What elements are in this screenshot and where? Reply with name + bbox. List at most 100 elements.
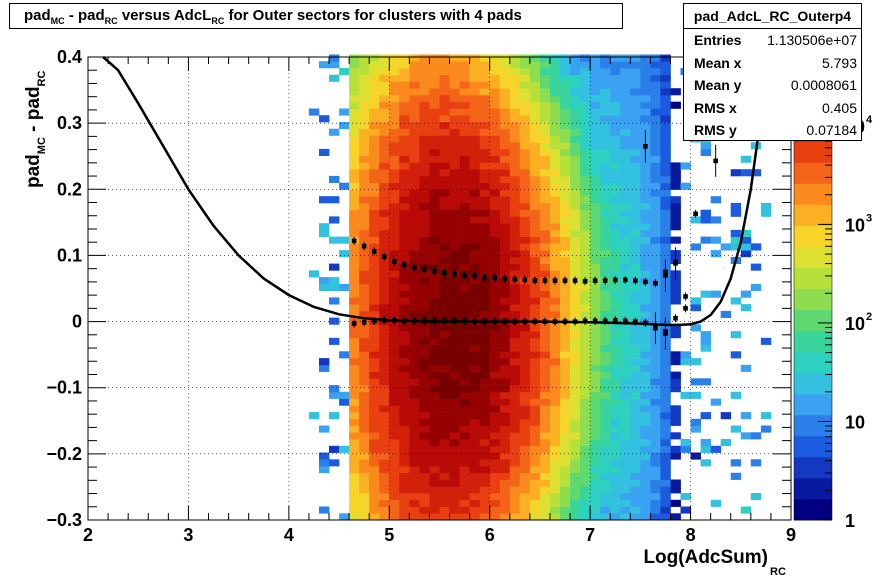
heatmap-cell — [399, 175, 410, 183]
palette-swatch — [794, 204, 832, 226]
heatmap-cell — [329, 128, 340, 136]
heatmap-cell — [439, 337, 450, 345]
heatmap-cell — [519, 324, 531, 332]
heatmap-cell — [570, 256, 581, 264]
heatmap-cell — [419, 128, 430, 136]
heatmap-cell — [670, 236, 681, 244]
heatmap-cell — [369, 81, 380, 89]
heatmap-cell — [640, 466, 651, 474]
heatmap-cell — [429, 499, 440, 507]
heatmap-cell — [539, 250, 551, 258]
heatmap-cell — [429, 148, 440, 156]
heatmap-cell — [479, 122, 491, 130]
center-profile-point — [452, 318, 457, 324]
heatmap-cell — [479, 371, 491, 379]
heatmap-cell — [660, 216, 671, 224]
fit-curve-line — [102, 56, 768, 327]
heatmap-cell — [560, 371, 571, 379]
heatmap-cell — [449, 304, 460, 312]
heatmap-cell — [550, 466, 561, 474]
heatmap-cell — [509, 175, 521, 183]
heatmap-cell — [449, 115, 460, 123]
heatmap-cell — [640, 290, 651, 298]
heatmap-cell — [730, 236, 742, 244]
heatmap-cell — [419, 196, 430, 204]
heatmap-cell — [439, 439, 450, 447]
heatmap-cell — [429, 445, 440, 453]
stats-label: Mean x — [694, 54, 742, 71]
heatmap-cell — [580, 175, 591, 183]
heatmap-cell — [650, 439, 661, 447]
x-tick-label: 5 — [384, 525, 394, 545]
heatmap-cell — [379, 445, 390, 453]
heatmap-cell — [650, 68, 661, 76]
heatmap-cell — [439, 155, 450, 163]
heatmap-cell — [379, 243, 390, 251]
heatmap-cell — [499, 74, 511, 82]
heatmap-cell — [570, 196, 581, 204]
heatmap-cell — [600, 297, 611, 305]
heatmap-cell — [449, 378, 460, 386]
heatmap-cell — [600, 250, 611, 258]
heatmap-cell — [600, 466, 611, 474]
heatmap-cell — [359, 297, 370, 305]
heatmap-cell — [409, 391, 420, 399]
heatmap-cell — [409, 95, 420, 103]
heatmap-cell — [429, 189, 440, 197]
heatmap-cell — [489, 61, 501, 69]
heatmap-cell — [449, 506, 460, 514]
heatmap-cell — [379, 74, 390, 82]
heatmap-cell — [349, 283, 360, 291]
heatmap-cell — [539, 169, 551, 177]
heatmap-cell — [379, 95, 390, 103]
heatmap-cell — [308, 270, 320, 278]
heatmap-cell — [479, 499, 491, 507]
heatmap-cell — [640, 432, 651, 440]
heatmap-cell — [469, 256, 480, 264]
heatmap-cell — [670, 223, 681, 231]
heatmap-cell — [379, 344, 390, 352]
heatmap-cell — [519, 189, 531, 197]
heatmap-cell — [630, 263, 641, 271]
heatmap-cell — [389, 418, 400, 426]
heatmap-cell — [469, 310, 480, 318]
heatmap-cell — [379, 378, 390, 386]
heatmap-cell — [640, 385, 651, 393]
heatmap-cell — [670, 162, 681, 170]
heatmap-cell — [660, 513, 671, 521]
heatmap-cell — [670, 499, 681, 507]
heatmap-cell — [429, 337, 440, 345]
heatmap-cell — [359, 344, 370, 352]
heatmap-cell — [459, 68, 470, 76]
heatmap-cell — [630, 499, 641, 507]
heatmap-cell — [509, 148, 521, 156]
heatmap-cell — [610, 122, 621, 130]
heatmap-cell — [469, 135, 480, 143]
heatmap-cell — [429, 493, 440, 501]
heatmap-cell — [750, 432, 762, 440]
heatmap-cell — [550, 135, 561, 143]
heatmap-cell — [519, 310, 531, 318]
heatmap-cell — [399, 236, 410, 244]
heatmap-cell — [670, 202, 681, 210]
heatmap-cell — [570, 378, 581, 386]
heatmap-cell — [570, 236, 581, 244]
heatmap-cell — [329, 337, 340, 345]
heatmap-cell — [529, 344, 541, 352]
heatmap-cell — [570, 135, 581, 143]
heatmap-cell — [509, 418, 521, 426]
heatmap-cell — [369, 182, 380, 190]
heatmap-cell — [550, 472, 561, 480]
heatmap-cell — [630, 297, 641, 305]
x-tick-label: 9 — [786, 525, 796, 545]
heatmap-cell — [529, 425, 541, 433]
heatmap-cell — [489, 68, 501, 76]
heatmap-cell — [690, 297, 701, 305]
heatmap-cell — [389, 358, 400, 366]
heatmap-cell — [449, 499, 460, 507]
heatmap-cell — [700, 439, 711, 447]
heatmap-cell — [519, 466, 531, 474]
heatmap-cell — [459, 209, 470, 217]
heatmap-cell — [349, 250, 360, 258]
heatmap-cell — [349, 81, 360, 89]
